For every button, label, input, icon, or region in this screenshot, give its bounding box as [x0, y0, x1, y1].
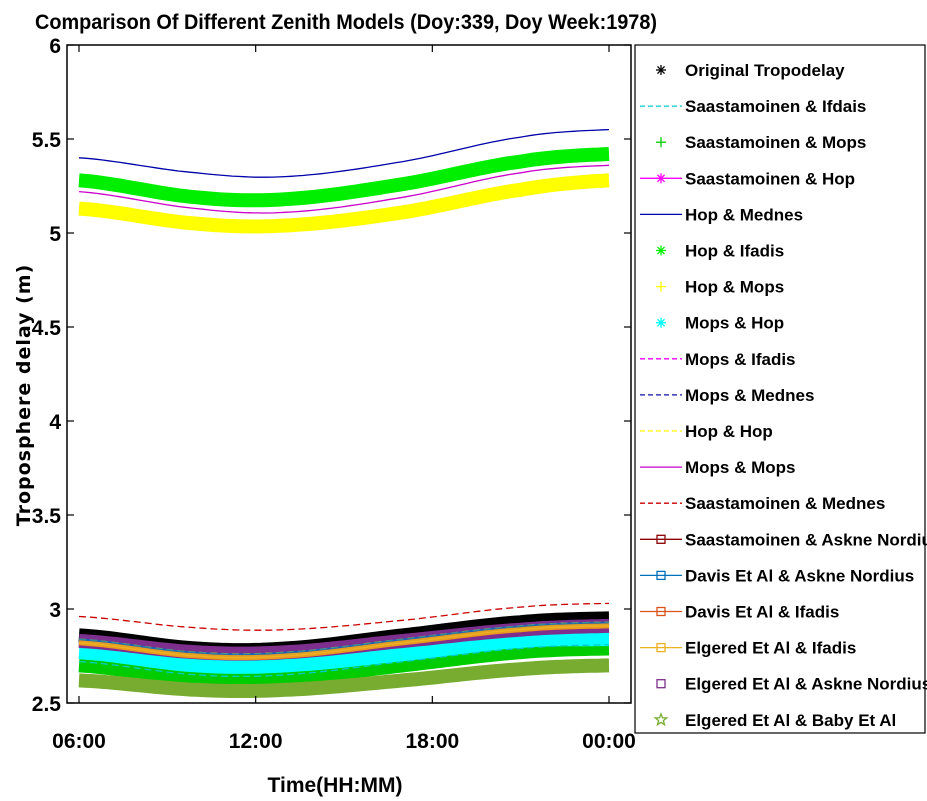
legend-label: Elgered Et Al & Baby Et Al [685, 711, 896, 730]
legend-item: Hop & Mops [656, 278, 784, 297]
chart-title: Comparison Of Different Zenith Models (D… [35, 11, 657, 34]
series-2 [78, 641, 610, 688]
y-tick-label: 5 [49, 223, 61, 246]
y-axis-label: Troposphere delay (m) [13, 264, 35, 527]
legend-label: Mops & Mops [685, 458, 796, 477]
series-line [78, 164, 610, 214]
series-1 [78, 644, 610, 678]
legend-symbol [656, 679, 666, 689]
series-band [78, 658, 610, 698]
series-line [78, 602, 610, 631]
legend-symbol [656, 137, 666, 148]
legend-item: Original Tropodelay [656, 61, 845, 80]
legend-label: Hop & Hop [685, 422, 773, 441]
series-band [78, 147, 610, 208]
y-tick-label: 3.5 [32, 505, 62, 528]
legend-label: Davis Et Al & Ifadis [685, 603, 839, 622]
series-18 [78, 658, 610, 698]
y-tick-label: 4 [49, 411, 61, 434]
legend-item: Elgered Et Al & Askne Nordius [656, 675, 927, 694]
legend-label: Mops & Mednes [685, 386, 814, 405]
x-tick-label: 06:00 [52, 730, 106, 753]
x-tick-label: 12:00 [229, 730, 283, 753]
legend-label: Elgered Et Al & Askne Nordius [685, 675, 927, 694]
legend-item: Mops & Mednes [640, 386, 814, 405]
legend-label: Saastamoinen & Askne Nordius [685, 530, 927, 549]
legend-label: Davis Et Al & Askne Nordius [685, 566, 914, 585]
legend-item: Davis Et Al & Ifadis [640, 603, 839, 622]
y-tick-label: 2.5 [32, 693, 62, 716]
y-tick-label: 5.5 [32, 129, 62, 152]
legend-symbol [656, 317, 666, 328]
legend-item: Saastamoinen & Mops [656, 133, 866, 152]
legend-label: Hop & Mednes [685, 205, 803, 224]
legend-item: Saastamoinen & Askne Nordius [640, 530, 927, 549]
legend-symbol [656, 281, 666, 292]
legend-label: Hop & Ifadis [685, 242, 784, 261]
legend-label: Saastamoinen & Ifdais [685, 97, 866, 116]
legend-item: Elgered Et Al & Baby Et Al [653, 711, 896, 730]
series-marker-trail [78, 623, 610, 661]
series-5 [78, 147, 610, 208]
x-tick-label: 18:00 [405, 730, 459, 753]
series-band [78, 632, 609, 674]
series-7 [78, 632, 609, 674]
series-4 [78, 128, 610, 178]
legend-item: Hop & Ifadis [656, 242, 784, 261]
legend-symbol [640, 173, 682, 184]
legend-item: Hop & Mednes [640, 205, 803, 224]
x-tick-label: 00:00 [582, 730, 636, 753]
legend-label: Original Tropodelay [685, 61, 845, 80]
legend-symbol [640, 606, 682, 617]
y-tick-label: 6 [49, 35, 61, 58]
legend-item: Mops & Ifadis [640, 350, 796, 369]
axes-layer: 2.5 3 3.5 4 4.5 5 5.5 6 06:00 12:00 18:00 00:00 [32, 35, 636, 753]
series-line [78, 644, 610, 678]
legend: Original Tropodelay Saastamoinen & Ifdais… [634, 44, 927, 734]
legend-symbol [656, 65, 666, 75]
legend-symbol [640, 534, 682, 544]
series-16 [78, 623, 610, 661]
series-6 [78, 173, 610, 234]
series-line [78, 128, 610, 178]
legend-label: Mops & Hop [685, 314, 784, 333]
legend-item: Davis Et Al & Askne Nordius [640, 566, 914, 585]
legend-item: Elgered Et Al & Ifadis [640, 639, 856, 658]
series-band [78, 641, 610, 688]
series-12 [78, 602, 610, 631]
legend-item: Mops & Mops [640, 458, 796, 477]
legend-symbol [640, 642, 682, 653]
legend-box [634, 44, 926, 734]
legend-item: Saastamoinen & Hop [640, 169, 855, 188]
legend-symbol [656, 245, 666, 256]
legend-label: Hop & Mops [685, 278, 784, 297]
series-layer [78, 128, 610, 698]
legend-label: Saastamoinen & Hop [685, 169, 855, 188]
legend-item: Mops & Hop [656, 314, 784, 333]
y-tick-label: 4.5 [32, 317, 62, 340]
plot-area [66, 44, 632, 704]
legend-label: Elgered Et Al & Ifadis [685, 639, 856, 658]
legend-symbol [653, 711, 669, 727]
legend-label: Saastamoinen & Mops [685, 133, 866, 152]
legend-symbol [640, 570, 682, 581]
legend-label: Saastamoinen & Mednes [685, 494, 885, 513]
series-band [78, 173, 610, 234]
legend-item: Saastamoinen & Ifdais [640, 97, 866, 116]
legend-item: Saastamoinen & Mednes [640, 494, 885, 513]
legend-item: Hop & Hop [640, 422, 773, 441]
legend-label: Mops & Ifadis [685, 350, 796, 369]
x-axis-label: Time(HH:MM) [268, 774, 403, 797]
y-tick-label: 3 [49, 599, 61, 622]
series-11 [78, 164, 610, 214]
